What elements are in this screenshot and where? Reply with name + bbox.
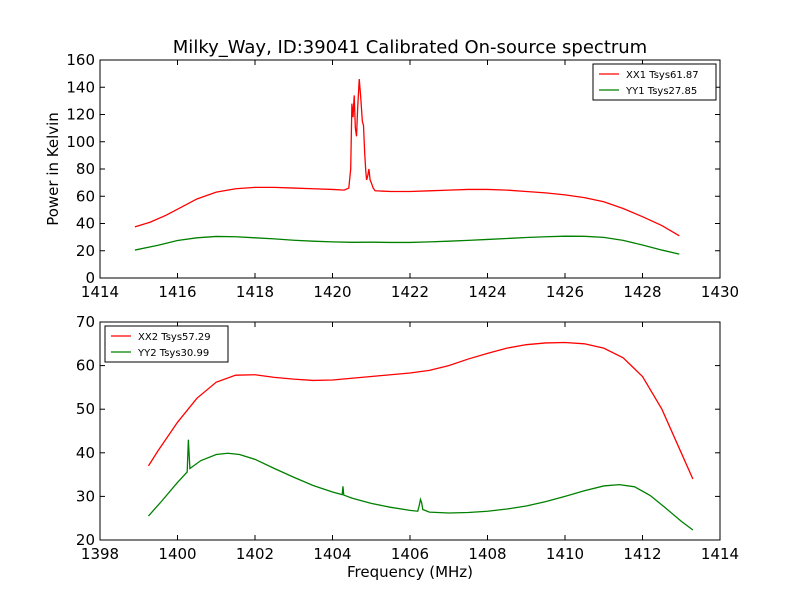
y-tick-label: 140 <box>66 78 95 96</box>
legend-entry: XX1 Tsys61.87 <box>626 70 699 81</box>
y-tick-label: 60 <box>76 357 95 375</box>
y-tick-label: 70 <box>76 313 95 331</box>
y-tick-label: 30 <box>76 487 95 505</box>
x-tick-label: 1422 <box>391 283 429 301</box>
x-tick-label: 1418 <box>236 283 274 301</box>
chart-title: Milky_Way, ID:39041 Calibrated On-source… <box>173 37 647 58</box>
x-tick-label: 1410 <box>546 545 584 563</box>
x-tick-label: 1424 <box>468 283 506 301</box>
series-line-2-2 <box>147 439 694 531</box>
legend: XX2 Tsys57.29 YY2 Tsys30.99 <box>104 325 229 363</box>
series-line-1-1 <box>134 79 680 237</box>
legend-entry: YY2 Tsys30.99 <box>137 348 209 359</box>
y-tick-label: 20 <box>76 242 95 260</box>
x-tick-label: 1414 <box>701 545 739 563</box>
legend-entry: YY1 Tsys27.85 <box>625 86 697 97</box>
x-tick-label: 1404 <box>313 545 351 563</box>
y-tick-label: 20 <box>76 531 95 549</box>
x-tick-label: 1420 <box>313 283 351 301</box>
x-axis-label: Frequency (MHz) <box>347 563 473 581</box>
x-tick-label: 1426 <box>546 283 584 301</box>
x-tick-label: 1400 <box>158 545 196 563</box>
x-tick-label: 1398 <box>81 545 119 563</box>
panel-2: 1398 1400 1402 1404 1406 1408 1410 1412 1414 20 30… <box>76 313 739 581</box>
series-line-2-1 <box>147 341 694 480</box>
x-tick-label: 1408 <box>468 545 506 563</box>
x-tick-label: 1430 <box>701 283 739 301</box>
y-tick-label: 160 <box>66 51 95 69</box>
x-tick-label: 1406 <box>391 545 429 563</box>
y-tick-label: 120 <box>66 106 95 124</box>
y-axis-label: Power in Kelvin <box>44 112 62 226</box>
legend-entry: XX2 Tsys57.29 <box>138 332 211 343</box>
series-line-1-2 <box>134 235 680 255</box>
x-tick-label: 1416 <box>158 283 196 301</box>
y-tick-label: 40 <box>76 444 95 462</box>
y-tick-label: 80 <box>76 160 95 178</box>
legend: XX1 Tsys61.87 YY1 Tsys27.85 <box>592 63 717 101</box>
x-tick-label: 1414 <box>81 283 119 301</box>
x-tick-label: 1428 <box>623 283 661 301</box>
y-tick-label: 50 <box>76 400 95 418</box>
y-tick-label: 100 <box>66 133 95 151</box>
legend-box <box>104 325 229 363</box>
x-tick-label: 1412 <box>623 545 661 563</box>
y-tick-label: 60 <box>76 187 95 205</box>
x-tick-label: 1402 <box>236 545 274 563</box>
y-tick-label: 40 <box>76 215 95 233</box>
panel-1: 1414 1416 1418 1420 1422 1424 1426 1428 1430 0 20 4… <box>44 51 739 301</box>
y-tick-label: 0 <box>85 269 95 287</box>
legend-box <box>592 63 717 101</box>
